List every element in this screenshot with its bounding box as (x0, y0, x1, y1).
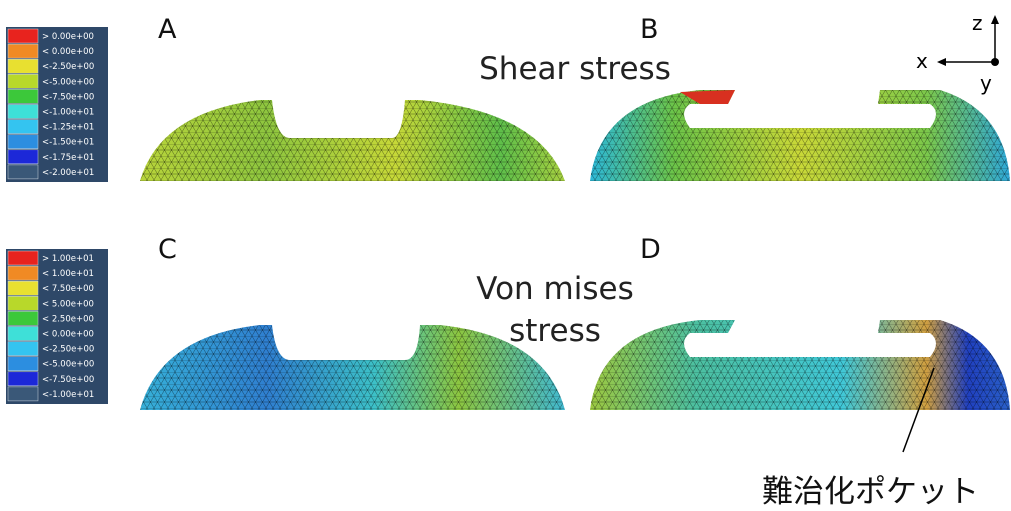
section-title: Shear stress (430, 48, 720, 90)
legend-label: <-7.50e+00 (42, 92, 94, 102)
legend-label: < 1.00e+01 (42, 269, 94, 279)
legend-swatch (8, 89, 38, 103)
legend-label: <-5.00e+00 (42, 360, 94, 370)
panel-label: B (640, 14, 659, 45)
legend-label: > 0.00e+00 (42, 32, 94, 42)
legend-label: < 5.00e+00 (42, 299, 94, 309)
axis-label: y (980, 71, 992, 95)
legend-label: > 1.00e+01 (42, 254, 94, 264)
legend-label: < 2.50e+00 (42, 314, 94, 324)
legend-label: < 0.00e+00 (42, 47, 94, 57)
axis-origin (991, 58, 999, 66)
panel-label: D (640, 234, 661, 265)
legend-label: <-2.00e+01 (42, 168, 94, 178)
legend-label: <-5.00e+00 (42, 77, 94, 87)
legend-swatch (8, 29, 38, 43)
legend-swatch (8, 357, 38, 371)
legend-swatch (8, 74, 38, 88)
legend-label: <-1.00e+01 (42, 108, 94, 118)
legend-label: <-2.50e+00 (42, 345, 94, 355)
legend-label: <-1.00e+01 (42, 390, 94, 400)
legend-swatch (8, 372, 38, 386)
legend-label: <-7.50e+00 (42, 375, 94, 385)
mesh-lines (590, 90, 1010, 181)
mesh-lines (140, 100, 565, 181)
legend-label: < 0.00e+00 (42, 330, 94, 340)
legend-swatch (8, 311, 38, 325)
legend-label: < 7.50e+00 (42, 284, 94, 294)
axis-label: x (916, 49, 928, 73)
legend-label: <-1.75e+01 (42, 153, 94, 163)
figure: > 0.00e+00 < 0.00e+00 <-2.50e+00 <-5.00e+00… (0, 0, 1011, 511)
legend-swatch (8, 266, 38, 280)
legend-swatch (8, 281, 38, 295)
panel-label: C (158, 234, 177, 265)
annotation: 難治化ポケット (762, 474, 979, 510)
legend-swatch (8, 59, 38, 73)
legend-swatch (8, 44, 38, 58)
arrow-head (937, 58, 946, 66)
legend-swatch (8, 251, 38, 265)
panel-label: A (158, 14, 177, 45)
legend-swatch (8, 387, 38, 401)
legend-label: <-1.25e+01 (42, 123, 94, 133)
legend-swatch (8, 165, 38, 179)
legend-swatch (8, 342, 38, 356)
axis-label: z (972, 11, 983, 35)
legend-swatch (8, 120, 38, 134)
legend-swatch (8, 296, 38, 310)
arrow-head (991, 15, 999, 24)
legend-swatch (8, 150, 38, 164)
legend-label: <-2.50e+00 (42, 62, 94, 72)
legend-label: <-1.50e+01 (42, 138, 94, 148)
legend-swatch (8, 105, 38, 119)
section-title: Von mises stress (430, 268, 680, 352)
legend-swatch (8, 327, 38, 341)
legend-swatch (8, 135, 38, 149)
